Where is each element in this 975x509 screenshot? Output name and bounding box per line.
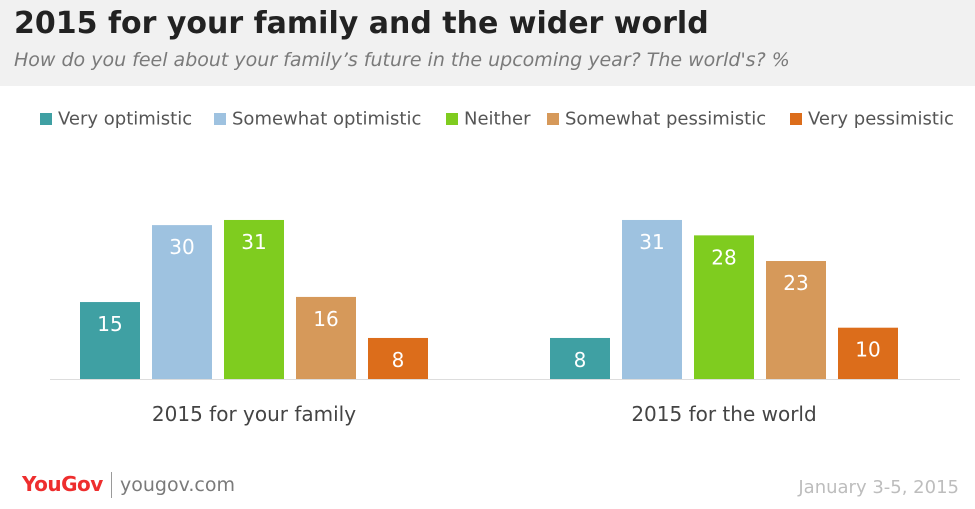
yougov-logo: YouGov — [22, 472, 103, 496]
legend-swatch-somewhat-pessimistic — [547, 113, 559, 125]
data-label-2015-for-your-family-very-pessimistic: 8 — [392, 348, 405, 372]
data-label-2015-for-the-world-very-pessimistic: 10 — [855, 338, 880, 362]
bar-2015-for-the-world-somewhat-pessimistic — [766, 261, 826, 379]
footer-site-link[interactable]: yougov.com — [120, 474, 235, 496]
data-label-2015-for-the-world-neither: 28 — [711, 245, 736, 269]
bar-2015-for-the-world-neither — [694, 235, 754, 379]
legend-swatch-somewhat-optimistic — [214, 113, 226, 125]
bar-2015-for-the-world-somewhat-optimistic — [622, 219, 682, 379]
data-label-2015-for-your-family-somewhat-optimistic: 30 — [169, 235, 194, 259]
data-label-2015-for-the-world-somewhat-optimistic: 31 — [639, 230, 664, 254]
category-label-2015-for-the-world: 2015 for the world — [631, 402, 816, 426]
chart-subtitle: How do you feel about your family’s futu… — [14, 49, 790, 71]
legend-label-very-optimistic: Very optimistic — [58, 109, 192, 130]
footer-divider — [111, 472, 112, 498]
bar-2015-for-your-family-very-optimistic — [80, 302, 140, 379]
data-label-2015-for-your-family-very-optimistic: 15 — [97, 312, 122, 336]
bar-2015-for-your-family-neither — [224, 219, 284, 379]
legend-label-somewhat-pessimistic: Somewhat pessimistic — [565, 109, 766, 130]
bar-2015-for-your-family-very-pessimistic — [368, 337, 428, 379]
bar-2015-for-your-family-somewhat-optimistic — [152, 225, 212, 379]
data-label-2015-for-the-world-somewhat-pessimistic: 23 — [783, 271, 808, 295]
bar-2015-for-the-world-very-pessimistic — [838, 327, 898, 379]
legend-label-somewhat-optimistic: Somewhat optimistic — [232, 109, 421, 130]
legend-swatch-neither — [446, 113, 458, 125]
bar-chart: Very optimistic Somewhat optimistic Neithe… — [40, 109, 960, 426]
legend-swatch-very-pessimistic — [790, 113, 802, 125]
category-label-2015-for-your-family: 2015 for your family — [152, 402, 356, 426]
chart-header: 2015 for your family and the wider world… — [0, 0, 975, 86]
bar-2015-for-your-family-somewhat-pessimistic — [296, 296, 356, 379]
data-label-2015-for-your-family-neither: 31 — [241, 230, 266, 254]
data-label-2015-for-your-family-somewhat-pessimistic: 16 — [313, 307, 338, 331]
chart-title: 2015 for your family and the wider world — [14, 6, 709, 41]
legend-label-neither: Neither — [464, 109, 531, 130]
legend-label-very-pessimistic: Very pessimistic — [808, 109, 954, 130]
legend-swatch-very-optimistic — [40, 113, 52, 125]
bar-2015-for-the-world-very-optimistic — [550, 337, 610, 379]
survey-date: January 3-5, 2015 — [798, 477, 959, 498]
data-label-2015-for-the-world-very-optimistic: 8 — [574, 348, 587, 372]
